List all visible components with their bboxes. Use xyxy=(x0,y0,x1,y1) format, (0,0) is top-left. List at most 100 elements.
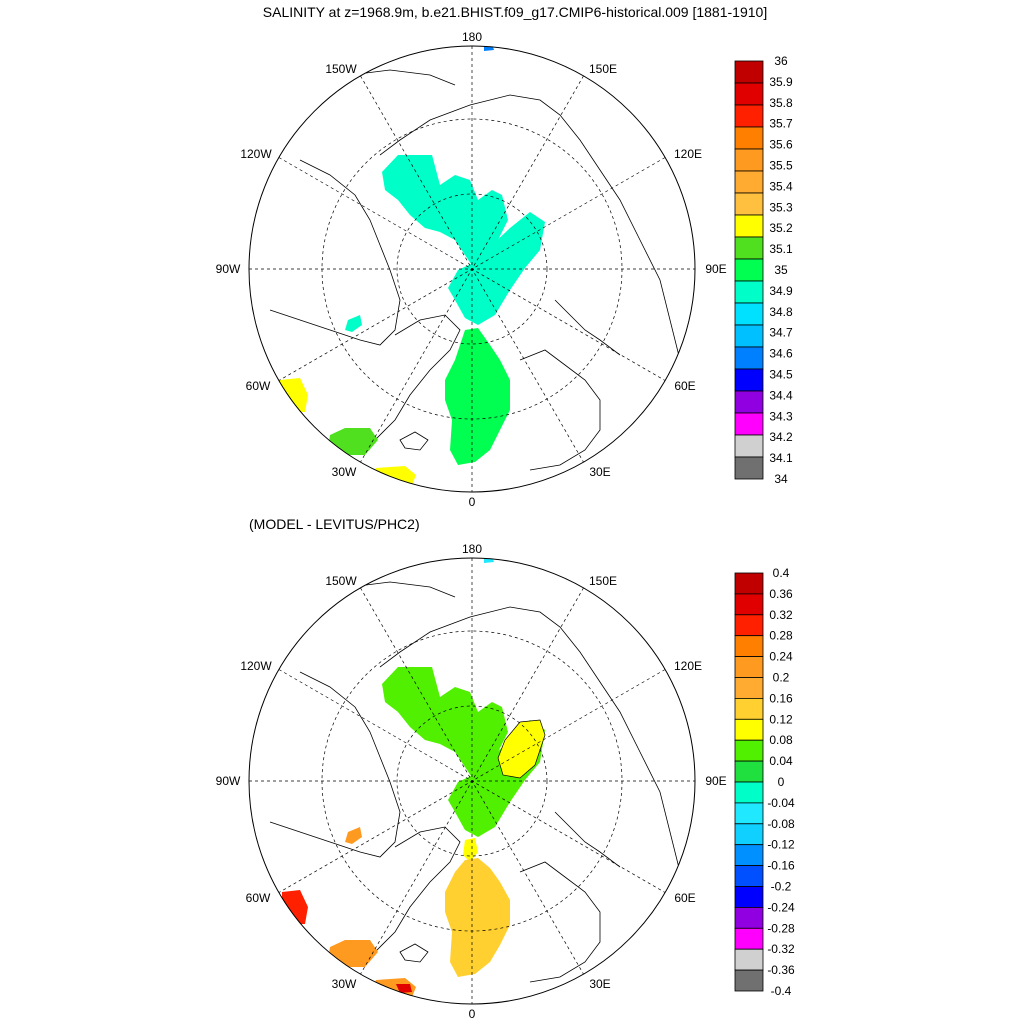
top-colorbar-box xyxy=(734,60,764,84)
bottom-coast-arctic-islands xyxy=(554,811,621,868)
bottom-field-canada-basin xyxy=(382,667,508,782)
top-colorbar-label: 36 xyxy=(774,54,788,68)
bottom-colorbar-label: 0.08 xyxy=(769,733,793,747)
top-panel: SALINITY at z=1968.9m, b.e21.BHIST.f09_g… xyxy=(216,4,793,509)
top-colorbar-label: 34.8 xyxy=(769,305,793,319)
bottom-lon-label: 120W xyxy=(240,659,272,673)
top-colorbar-box xyxy=(734,456,764,480)
bottom-colorbar-label: -0.16 xyxy=(767,859,795,873)
bottom-colorbar: 0.4 0.36 0.32 0.28 0.24 0.2 0.16 0.12 0.08 0.04 0 -… xyxy=(734,566,795,998)
top-colorbar-label: 35.1 xyxy=(769,242,793,256)
top-colorbar-box xyxy=(734,82,764,106)
top-map-border xyxy=(248,45,696,493)
bottom-colorbar-box xyxy=(734,739,764,762)
bottom-colorbar-box xyxy=(734,969,764,992)
top-lon-label: 90E xyxy=(705,262,726,276)
bottom-colorbar-label: -0.36 xyxy=(767,963,795,977)
top-colorbar-label: 34 xyxy=(774,472,788,486)
top-colorbar-label: 34.3 xyxy=(769,409,793,423)
top-colorbar-label: 35.4 xyxy=(769,179,793,193)
top-colorbar-label: 35.7 xyxy=(769,117,793,131)
top-colorbar-label: 34.1 xyxy=(769,451,793,465)
bottom-lon-label: 150W xyxy=(325,574,357,588)
top-colorbar-box xyxy=(734,324,764,348)
bottom-field-north-atlantic-core xyxy=(396,984,412,993)
top-colorbar-box xyxy=(734,412,764,436)
bottom-colorbar-label: 0.36 xyxy=(769,587,793,601)
top-colorbar: 36 35.9 35.8 35.7 35.6 35.5 35.4 35.3 35.2 35.1 35… xyxy=(734,54,793,486)
bottom-colorbar-label: 0.12 xyxy=(769,712,793,726)
bottom-colorbar-box xyxy=(734,635,764,658)
bottom-lon-label: 30W xyxy=(332,977,357,991)
bottom-field-bering xyxy=(484,558,494,563)
bottom-colorbar-label: -0.28 xyxy=(767,921,795,935)
top-lon-label: 120E xyxy=(674,147,702,161)
top-colorbar-box xyxy=(734,390,764,414)
top-field-baffin xyxy=(345,315,362,332)
bottom-lon-label: 90E xyxy=(705,774,726,788)
top-colorbar-box xyxy=(734,126,764,150)
bottom-colorbar-box xyxy=(734,948,764,971)
top-lon-label: 90W xyxy=(216,262,241,276)
top-colorbar-label: 35.3 xyxy=(769,200,793,214)
top-field-eurasian-basin xyxy=(448,212,545,325)
bottom-colorbar-box xyxy=(734,907,764,929)
top-colorbar-box xyxy=(734,170,764,194)
top-field-canada-basin xyxy=(382,155,508,270)
top-graticule xyxy=(249,46,695,492)
top-colorbar-box xyxy=(734,368,764,392)
top-colorbar-box xyxy=(734,214,764,238)
bottom-colorbar-label: -0.08 xyxy=(767,817,795,831)
bottom-colorbar-label: 0 xyxy=(778,775,785,789)
top-lon-label: 180 xyxy=(462,30,482,44)
top-colorbar-label: 34.9 xyxy=(769,284,793,298)
bottom-colorbar-label: 0.24 xyxy=(769,650,793,664)
bottom-colorbar-label: -0.04 xyxy=(767,796,795,810)
bottom-lon-label: 0 xyxy=(469,1007,476,1021)
bottom-colorbar-label: 0.32 xyxy=(769,608,793,622)
bottom-panel: (MODEL - LEVITUS/PHC2) xyxy=(216,516,795,1021)
bottom-graticule xyxy=(249,558,695,1004)
bottom-lon-label: 30E xyxy=(589,977,610,991)
bottom-field-laptev-slope xyxy=(497,719,546,779)
top-colorbar-box xyxy=(734,148,764,172)
bottom-colorbar-label: -0.32 xyxy=(767,942,795,956)
top-colorbar-box xyxy=(734,434,764,458)
top-colorbar-label: 35.2 xyxy=(769,221,793,235)
top-lon-label: 0 xyxy=(469,495,476,509)
top-title: SALINITY at z=1968.9m, b.e21.BHIST.f09_g… xyxy=(263,4,767,20)
top-field-north-atlantic xyxy=(372,466,416,485)
top-lon-label: 150W xyxy=(325,62,357,76)
bottom-colorbar-label: 0.16 xyxy=(769,691,793,705)
bottom-fields xyxy=(282,558,546,997)
top-colorbar-box xyxy=(734,236,764,260)
bottom-lon-labels: 180 150E 120E 90E 60E 30E 0 30W 60W 90W … xyxy=(216,542,727,1021)
bottom-colorbar-box xyxy=(734,572,764,595)
bottom-map xyxy=(249,558,695,1004)
top-lon-labels: 180 150E 120E 90E 60E 30E 0 30W 60W 90W … xyxy=(216,30,727,509)
top-field-bering xyxy=(484,46,494,51)
bottom-colorbar-box xyxy=(734,760,764,783)
top-colorbar-label: 34.2 xyxy=(769,430,793,444)
bottom-coast-siberia xyxy=(379,606,681,873)
top-coast-iceland xyxy=(399,431,429,451)
bottom-field-labrador xyxy=(282,890,308,924)
top-colorbar-label: 35 xyxy=(774,263,788,277)
top-colorbar-label: 35.9 xyxy=(769,75,793,89)
top-colorbar-label: 34.4 xyxy=(769,388,793,402)
top-lon-label: 120W xyxy=(240,147,272,161)
top-colorbar-label: 35.6 xyxy=(769,138,793,152)
top-fields xyxy=(280,46,545,485)
bottom-colorbar-box xyxy=(734,844,764,867)
bottom-colorbar-box xyxy=(734,656,764,678)
bottom-colorbar-label: -0.12 xyxy=(767,838,795,852)
bottom-colorbar-label: -0.24 xyxy=(767,900,795,914)
bottom-field-greenland-sea xyxy=(445,858,510,977)
bottom-colorbar-label: 0.04 xyxy=(769,754,793,768)
bottom-lon-label: 90W xyxy=(216,774,241,788)
bottom-colorbar-box xyxy=(734,886,764,908)
top-field-greenland-sea xyxy=(445,328,510,465)
bottom-map-border xyxy=(248,557,696,1005)
top-colorbar-label: 35.8 xyxy=(769,96,793,110)
